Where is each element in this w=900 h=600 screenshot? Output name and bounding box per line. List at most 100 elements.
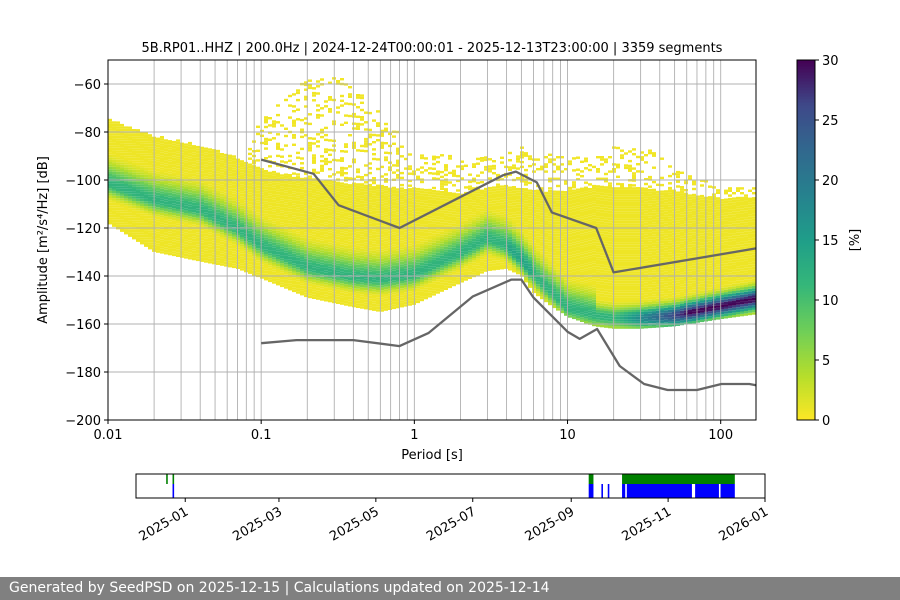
psd-cell [276,113,280,117]
psd-cell [276,220,280,223]
psd-cell [364,283,368,286]
psd-cell [420,286,424,290]
psd-cell [272,250,276,253]
psd-cell [464,256,468,260]
psd-cell [228,250,232,253]
psd-cell [428,247,432,250]
psd-cell [352,127,356,130]
psd-cell [192,169,196,172]
psd-cell [128,143,132,146]
psd-cell [376,201,380,204]
psd-cell [120,207,124,211]
psd-cell [484,216,488,219]
psd-cell [496,229,500,232]
psd-cell [188,218,192,222]
psd-cell [380,251,384,255]
psd-cell [224,185,228,188]
psd-cell [268,124,272,127]
psd-cell [420,236,424,239]
psd-cell [380,261,384,264]
psd-cell [468,252,472,255]
psd-cell [364,208,368,211]
psd-cell [112,123,116,127]
psd-cell [368,211,372,215]
psd-cell [168,216,172,220]
psd-cell [388,190,392,193]
psd-cell [124,186,128,189]
psd-cell [192,231,196,234]
psd-cell [232,224,236,228]
psd-cell [372,279,376,283]
psd-cell [124,184,128,187]
psd-cell [324,217,328,220]
psd-cell [404,229,408,233]
psd-cell [192,193,196,196]
psd-cell [212,213,216,217]
psd-cell [444,287,448,290]
psd-cell [448,225,452,229]
psd-cell [124,126,128,129]
psd-cell [452,238,456,241]
psd-cell [356,257,360,260]
psd-cell [420,231,424,234]
psd-cell [420,262,424,266]
psd-cell [144,148,148,151]
psd-cell [268,117,272,120]
psd-cell [140,189,144,192]
psd-cell [272,209,276,212]
psd-cell [308,214,312,217]
psd-cell [172,251,176,254]
psd-cell [140,194,144,197]
psd-cell [280,231,284,235]
psd-cell [408,260,412,263]
psd-cell [384,306,388,309]
psd-cell [492,164,496,168]
psd-cell [136,232,140,235]
psd-cell [312,94,316,97]
psd-cell [308,187,312,191]
psd-cell [348,205,352,209]
psd-cell [300,254,304,257]
psd-cell [144,210,148,214]
psd-cell [316,171,320,174]
psd-cell [212,168,216,171]
psd-cell [236,173,240,176]
psd-cell [272,223,276,227]
psd-cell [268,165,272,168]
psd-cell [220,162,224,165]
psd-cell [236,187,240,190]
psd-cell [184,232,188,235]
psd-cell [368,238,372,241]
psd-cell [192,173,196,177]
psd-cell [192,166,196,170]
psd-cell [348,165,352,168]
psd-cell [468,243,472,246]
psd-cell [116,123,120,127]
psd-cell [248,237,252,241]
psd-cell [360,149,364,152]
psd-cell [316,230,320,233]
psd-cell [496,248,500,251]
psd-cell [496,245,500,249]
psd-cell [284,286,288,289]
psd-cell [368,240,372,243]
psd-cell [112,198,116,201]
psd-cell [468,238,472,241]
psd-cell [468,269,472,272]
psd-cell [492,215,496,218]
psd-cell [168,212,172,215]
psd-cell [256,171,260,174]
psd-cell [120,188,124,192]
psd-cell [344,185,348,189]
psd-cell [292,193,296,197]
psd-cell [340,297,344,300]
psd-cell [344,221,348,225]
psd-cell [268,279,272,283]
psd-cell [300,199,304,202]
psd-cell [404,246,408,249]
psd-cell [424,253,428,257]
psd-cell [260,211,264,214]
psd-cell [308,199,312,203]
psd-cell [432,194,436,198]
psd-cell [160,248,164,252]
